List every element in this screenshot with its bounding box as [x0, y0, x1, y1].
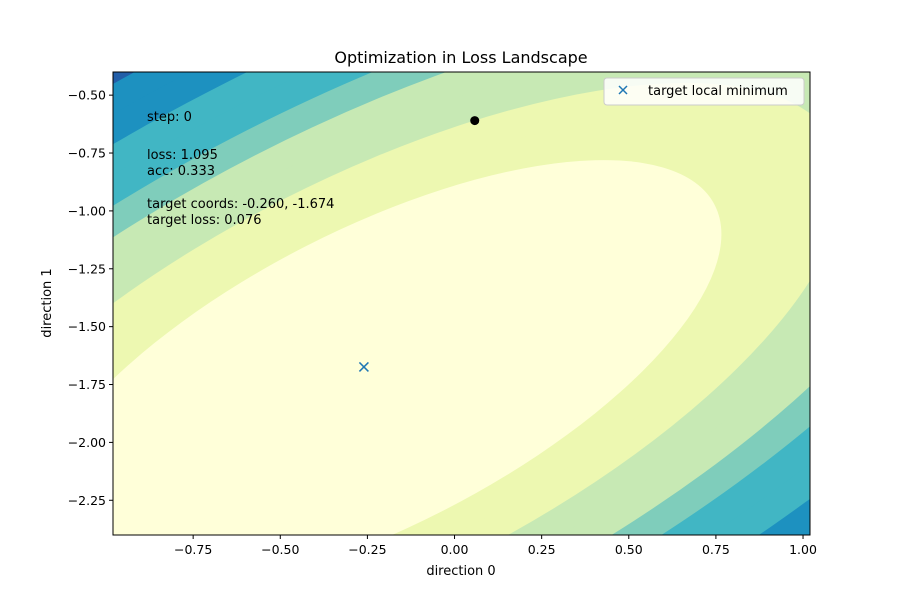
y-axis-ticks: −0.50 −0.75 −1.00 −1.25 −1.50 −1.75 −2.00 −2.25	[68, 88, 113, 508]
info-target-loss: target loss: 0.076	[147, 213, 262, 228]
info-panel: step: 0 loss: 1.095 acc: 0.333 target co…	[147, 110, 334, 228]
target-minimum-x-icon	[358, 361, 369, 372]
y-tick-label: −1.25	[68, 261, 106, 276]
info-target-coords: target coords: -0.260, -1.674	[147, 197, 334, 212]
x-tick-label: 0.75	[702, 542, 730, 557]
info-acc: acc: 0.333	[147, 164, 215, 179]
info-step: step: 0	[147, 110, 192, 125]
legend: target local minimum	[603, 77, 805, 106]
y-tick-label: −1.50	[68, 319, 106, 334]
x-tick-label: −0.50	[261, 542, 299, 557]
plot-frame	[112, 71, 811, 536]
y-tick-label: −0.50	[68, 88, 106, 103]
x-axis-ticks: −0.75 −0.50 −0.25 0.00 0.25 0.50 0.75 1.00	[174, 535, 817, 557]
y-axis-label: direction 1	[40, 268, 55, 337]
x-tick-label: 1.00	[789, 542, 817, 557]
legend-marker-x-icon	[618, 85, 628, 95]
y-tick-label: −2.00	[68, 435, 106, 450]
legend-entry-target: target local minimum	[648, 84, 788, 99]
y-tick-label: −1.75	[68, 377, 106, 392]
x-tick-label: 0.50	[615, 542, 643, 557]
legend-box	[603, 77, 805, 106]
x-axis-label: direction 0	[426, 564, 495, 579]
y-tick-label: −1.00	[68, 203, 106, 218]
x-tick-label: 0.25	[528, 542, 556, 557]
y-tick-label: −0.75	[68, 146, 106, 161]
y-tick-label: −2.25	[68, 493, 106, 508]
x-tick-label: 0.00	[441, 542, 469, 557]
x-tick-label: −0.75	[174, 542, 212, 557]
x-tick-label: −0.25	[348, 542, 386, 557]
markers	[358, 116, 480, 372]
chart-title: Optimization in Loss Landscape	[334, 48, 587, 67]
current-point-marker	[470, 116, 480, 126]
contour-level	[212, 275, 537, 482]
info-loss: loss: 1.095	[147, 148, 218, 163]
